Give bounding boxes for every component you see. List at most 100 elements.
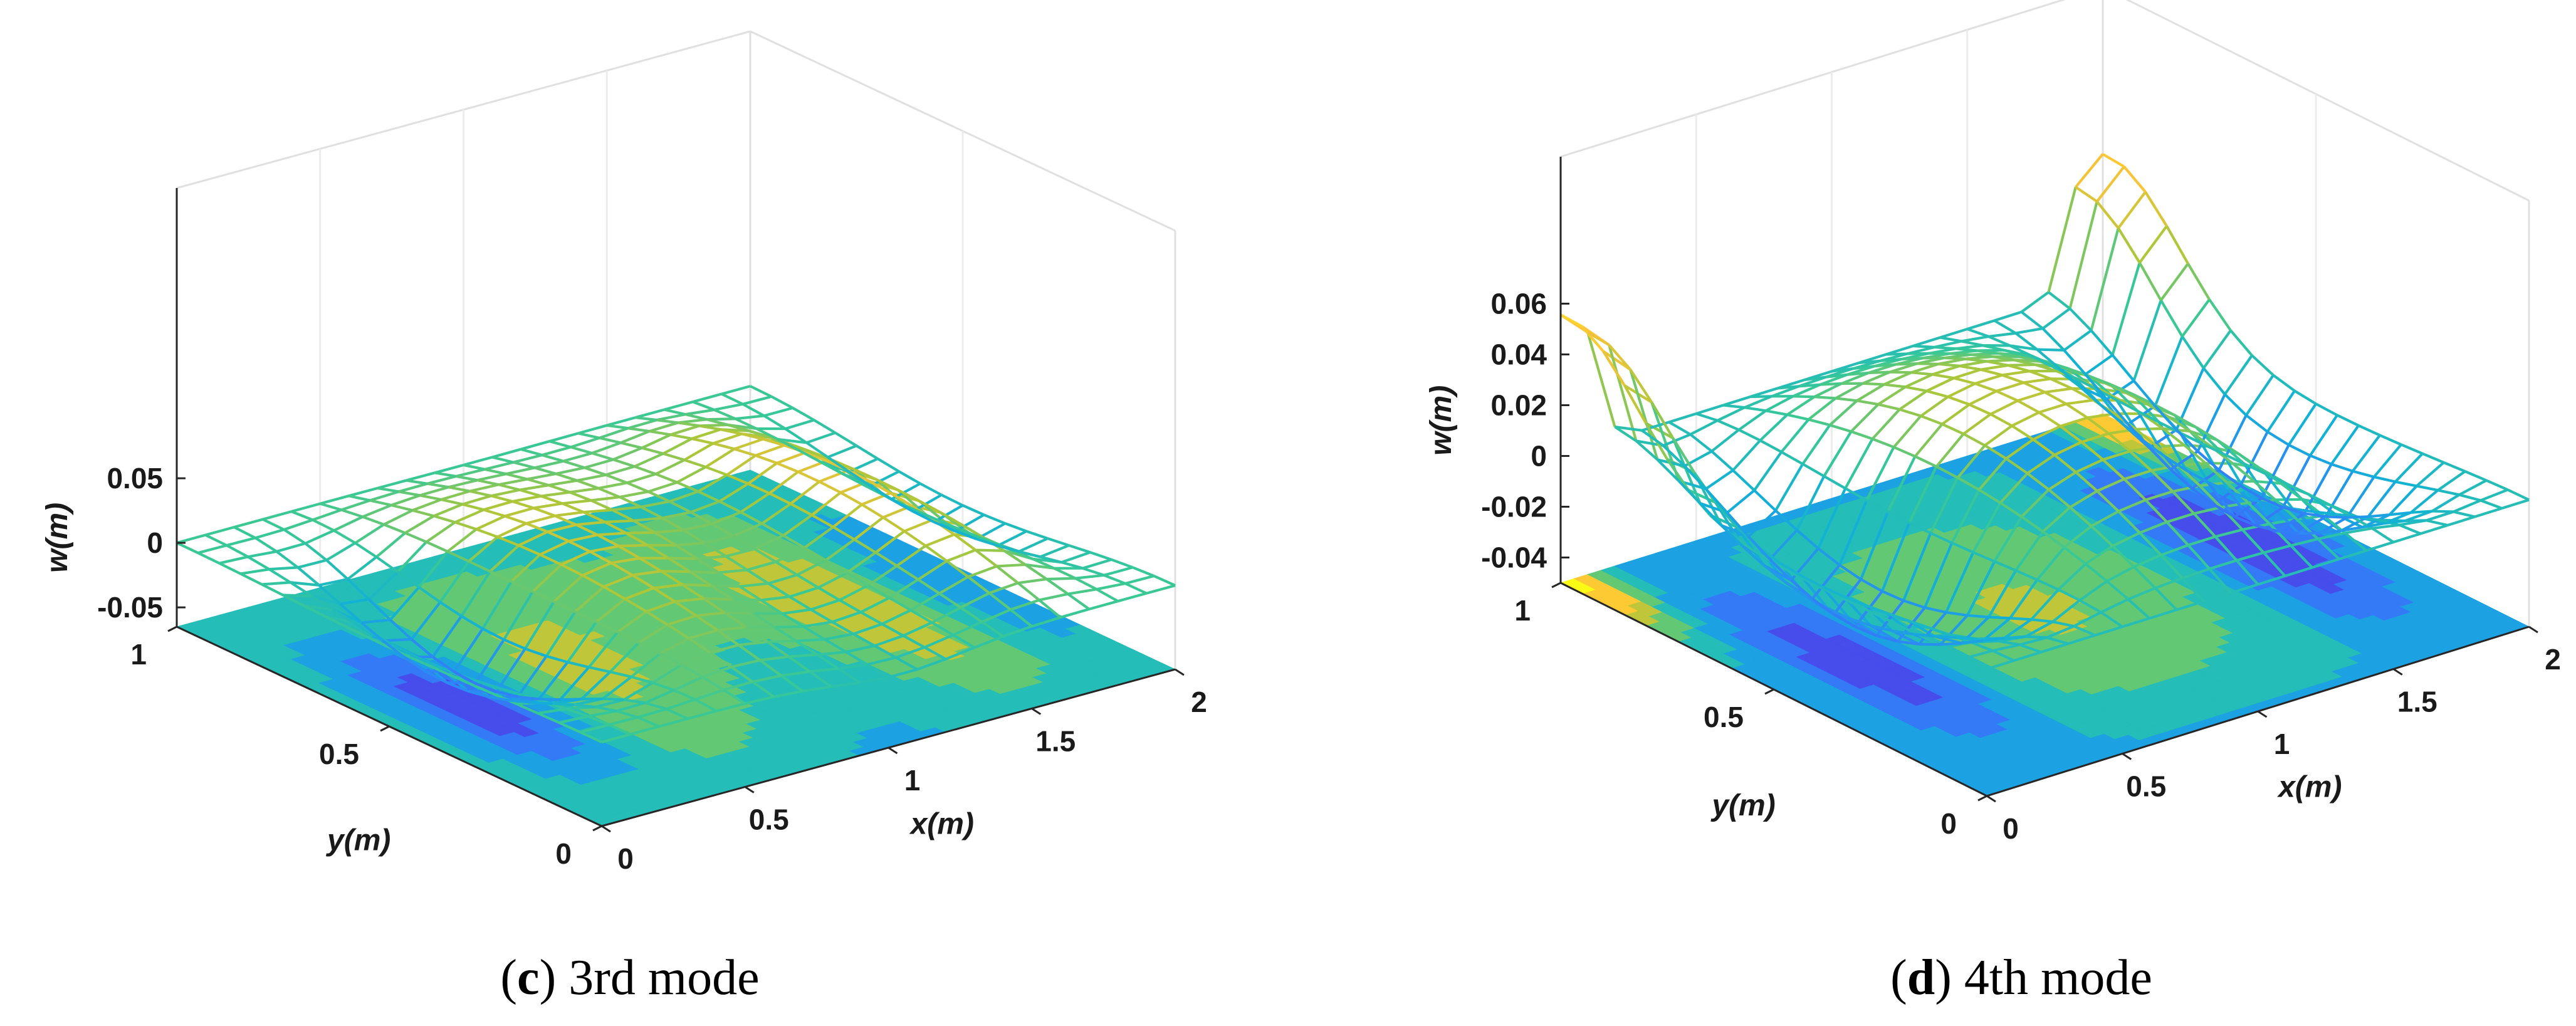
mesh-line-x (721, 385, 751, 395)
mesh-line-x (2388, 485, 2418, 516)
mesh-line-y (1850, 430, 1873, 441)
mesh-line-y (424, 669, 448, 684)
mesh-line-x (2285, 566, 2313, 578)
mesh-line-y (1829, 424, 1852, 433)
mesh-line-y (254, 537, 278, 553)
mesh-line-y (652, 587, 676, 603)
mesh-line-x (1939, 614, 1969, 646)
mesh-line-y (988, 592, 1012, 611)
mesh-line-x (505, 466, 535, 476)
mesh-line-y (1907, 619, 1929, 629)
mesh-line-y (2154, 405, 2178, 431)
mesh-line-y (549, 440, 572, 449)
mesh-line-x (711, 584, 740, 588)
mesh-line-y (290, 581, 313, 597)
mesh-line-y (2247, 501, 2271, 525)
mesh-line-y (882, 516, 905, 533)
mesh-line-y (2127, 598, 2150, 620)
mesh-line-x (340, 598, 370, 605)
mesh-line-x (924, 533, 955, 547)
mesh-line-y (1082, 567, 1105, 577)
mesh-line-y (898, 470, 921, 485)
mesh-line-y (2432, 510, 2454, 513)
mesh-line-y (1845, 487, 1868, 502)
mesh-line-x (587, 709, 617, 718)
mesh-line-y (439, 600, 463, 617)
mesh-line-y (1802, 463, 1825, 478)
mesh-line-x (676, 466, 706, 484)
mesh-line-x (559, 666, 590, 701)
mesh-line-y (2486, 479, 2508, 491)
mesh-line-y (2096, 201, 2120, 229)
mesh-line-y (940, 511, 963, 526)
mesh-line-y (962, 504, 985, 516)
mesh-line-y (767, 582, 790, 598)
mesh-line-y (2222, 453, 2245, 465)
mesh-line-x (1780, 418, 1810, 453)
mesh-line-x (1891, 629, 1920, 646)
mesh-line-x (1759, 414, 1788, 442)
mesh-line-x (2117, 191, 2147, 229)
grid-lines (1559, 0, 2530, 627)
mesh-line-x (2090, 228, 2120, 331)
mesh-line-x (2024, 620, 2054, 638)
mesh-line-y (811, 513, 834, 528)
mesh-line-x (2036, 546, 2066, 581)
mesh-line-y (946, 560, 969, 578)
mesh-line-x (283, 594, 312, 597)
mesh-line-x (2102, 449, 2131, 461)
mesh-line-y (1723, 404, 1745, 409)
mesh-line-y (627, 427, 650, 433)
mesh-line-x (631, 652, 661, 678)
mesh-line-y (854, 468, 877, 481)
mesh-line-x (904, 518, 934, 533)
mesh-line-y (2371, 527, 2394, 543)
mesh-line-y (831, 620, 854, 636)
mesh-line-x (846, 644, 875, 654)
mesh-line-x (1967, 319, 1995, 331)
mesh-line-y (520, 448, 543, 457)
mesh-line-x (1786, 395, 1815, 416)
mesh-line-y (2046, 636, 2069, 646)
mesh-line-y (2164, 455, 2187, 472)
mesh-line-x (620, 430, 650, 444)
mesh-line-x (2139, 225, 2168, 264)
mesh-line-y (941, 493, 963, 507)
mesh-line-y (611, 508, 634, 522)
mesh-line-y (1753, 489, 1777, 512)
mesh-line-y (2029, 370, 2051, 380)
caption-d-text: 4th mode (1951, 950, 2152, 1005)
mesh-line-y (2245, 414, 2269, 433)
mesh-line-y (483, 508, 506, 518)
mesh-line-y (1920, 414, 1943, 426)
mesh-line-y (606, 424, 629, 430)
mesh-line-y (2117, 227, 2141, 264)
mesh-line-x (1769, 529, 1798, 560)
mesh-line-y (484, 468, 506, 476)
mesh-line-x (740, 492, 770, 513)
mesh-line-y (511, 500, 535, 510)
mesh-line-y (1956, 636, 1977, 641)
mesh-line-x (2394, 453, 2424, 483)
mesh-line-y (2019, 643, 2042, 654)
mesh-line-y (2050, 377, 2073, 390)
x-tick (2257, 710, 2268, 718)
mesh-line-y (547, 530, 570, 543)
mesh-line-y (909, 609, 933, 624)
mesh-line-y (1705, 488, 1729, 514)
z-tick-label: 0.05 (107, 462, 163, 495)
mesh-line-x (761, 503, 792, 525)
mesh-line-x (526, 472, 557, 481)
mesh-line-y (2315, 402, 2338, 417)
mesh-line-x (591, 441, 622, 454)
mesh-line-x (382, 637, 412, 642)
mesh-line-x (2352, 434, 2381, 473)
mesh-line-y (510, 699, 532, 704)
mesh-line-y (924, 545, 948, 562)
mesh-line-x (1992, 643, 2020, 652)
mesh-line-y (721, 392, 744, 406)
mesh-line-x (312, 508, 342, 521)
mesh-line-x (616, 701, 646, 713)
surface-mesh (176, 385, 1176, 744)
mesh-line-y (1951, 542, 1974, 554)
